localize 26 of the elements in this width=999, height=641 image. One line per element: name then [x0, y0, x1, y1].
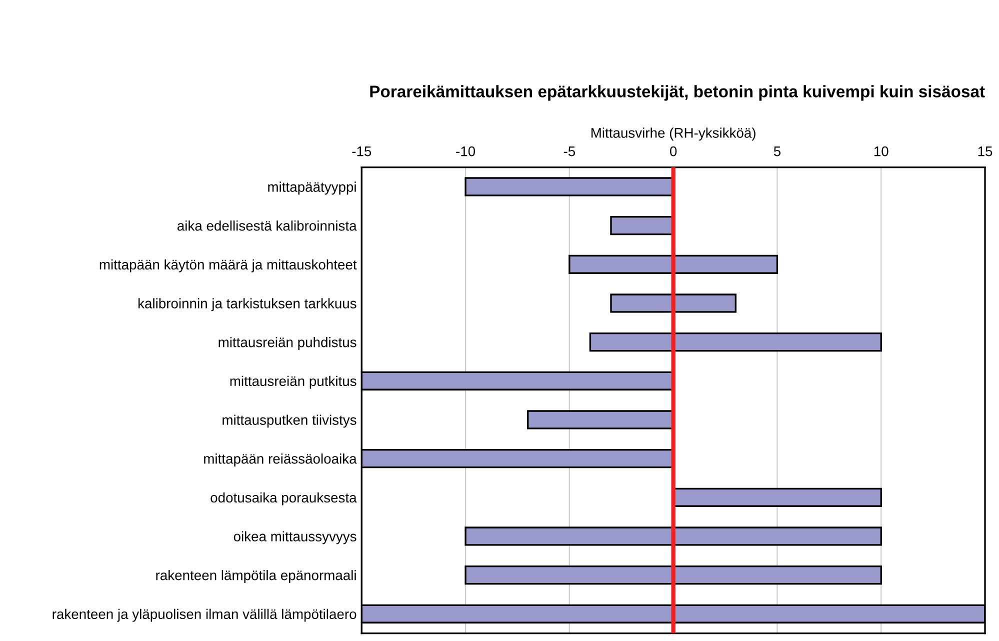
y-tick-label: mittapään reiässäoloaika [204, 454, 357, 466]
x-tick-label: -10 [456, 146, 476, 156]
chart-title: Porareikämittauksen epätarkkuustekijät, betonin pinta kuivempi kuin sisäosat [370, 85, 985, 101]
x-tick-label: 5 [774, 146, 780, 156]
x-tick-label: -15 [352, 146, 372, 156]
x-tick-label: 0 [670, 146, 677, 156]
bar [568, 254, 778, 274]
bar [610, 294, 736, 313]
y-tick-label: oikea mittaussyvyys [234, 531, 356, 544]
x-tick-label: 10 [874, 146, 888, 156]
y-tick-label: rakenteen lämpötila epänormaali [156, 570, 356, 583]
x-tick-label: 15 [978, 146, 992, 156]
x-axis-title: Mittausvirhe (RH-yksikköä) [592, 128, 756, 141]
y-tick-label: mittapään käytön määrä ja mittauskohteet [100, 259, 357, 272]
bar [589, 332, 882, 352]
bar [464, 526, 882, 546]
x-tick-label: -5 [564, 146, 576, 156]
y-tick-label: mittausreiän putkitus [230, 376, 356, 389]
y-tick-label: rakenteen ja yläpuolisen ilman välillä lämpötilaero [52, 608, 356, 622]
y-tick-label: mittausputken tiivistys [222, 414, 356, 428]
y-tick-label: kalibroinnin ja tarkistuksen tarkkuus [138, 298, 356, 312]
y-tick-label: aika edellisestä kalibroinnista [177, 220, 357, 231]
bar [464, 565, 882, 585]
y-tick-label: odotusaika porauksesta [210, 492, 357, 506]
y-tick-label: mittapäätyyppi [268, 182, 356, 195]
y-tick-label: mittausreiän puhdistus [218, 337, 356, 350]
